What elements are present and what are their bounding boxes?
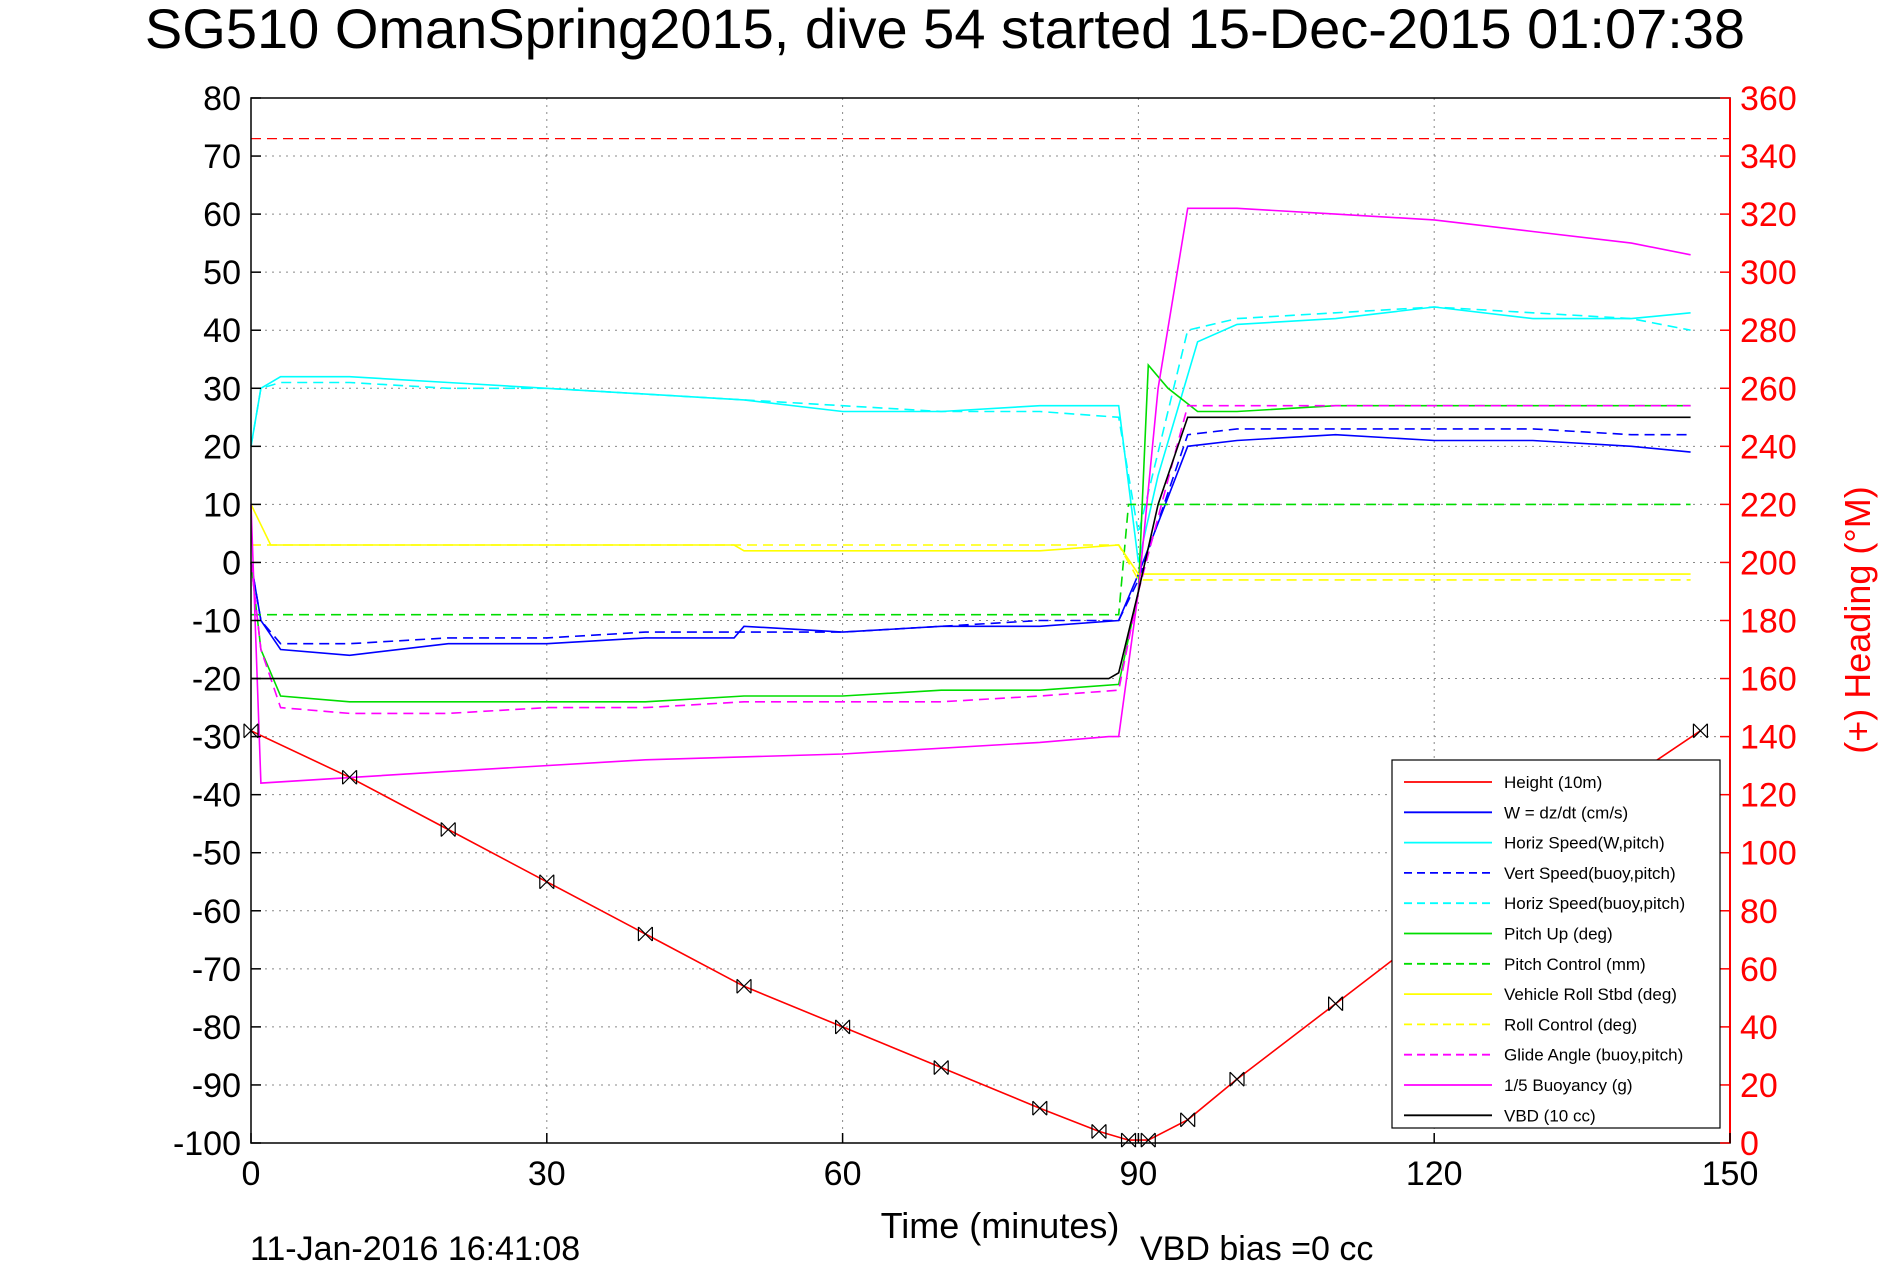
legend-label: Pitch Up (deg) <box>1504 925 1613 944</box>
height-marker <box>539 874 555 890</box>
y-tick-label: -40 <box>192 777 241 815</box>
y-right-tick-label: 360 <box>1740 80 1797 118</box>
series-line-9 <box>250 404 1691 715</box>
legend-label: Pitch Control (mm) <box>1504 955 1646 974</box>
y-right-tick-label: 180 <box>1740 603 1797 641</box>
legend-label: VBD (10 cc) <box>1504 1106 1596 1125</box>
y-tick-label: -20 <box>192 661 241 699</box>
y-tick-label: -50 <box>192 835 241 873</box>
y-tick-label: 30 <box>203 370 241 408</box>
legend-label: 1/5 Buoyancy (g) <box>1504 1076 1633 1095</box>
y-right-tick-label: 80 <box>1740 893 1778 931</box>
legend-label: Roll Control (deg) <box>1504 1015 1637 1034</box>
x-tick-label: 60 <box>824 1155 862 1193</box>
y-tick-label: 0 <box>222 544 241 582</box>
y-tick-label: -100 <box>173 1125 241 1163</box>
y-tick-label: -60 <box>192 893 241 931</box>
y-right-tick-label: 200 <box>1740 544 1797 582</box>
x-axis-label: Time (minutes) <box>881 1205 1120 1246</box>
series-line-11 <box>251 416 1691 680</box>
y-right-tick-label: 40 <box>1740 1009 1778 1047</box>
y-right-axis-ticks: 3603403203002802602402202001801601401201… <box>1720 80 1797 1163</box>
y-tick-label: 20 <box>203 428 241 466</box>
legend-box <box>1391 759 1721 1129</box>
height-marker <box>342 769 358 785</box>
y-right-tick-label: 100 <box>1740 835 1797 873</box>
y-right-tick-label: 320 <box>1740 196 1797 234</box>
y-tick-label: -30 <box>192 719 241 757</box>
x-tick-label: 90 <box>1119 1155 1157 1193</box>
height-marker <box>637 926 653 942</box>
series-line-2 <box>250 306 1691 563</box>
series-line-10 <box>250 207 1691 784</box>
legend: Height (10m) W = dz/dt (cm/s) Horiz Speed(… <box>1391 759 1721 1129</box>
y-right-tick-label: 140 <box>1740 719 1797 757</box>
series-line-1 <box>250 433 1691 657</box>
y-right-axis-label: (+) Heading (°M) <box>1837 486 1878 753</box>
height-marker <box>1120 1132 1137 1148</box>
y-right-tick-label: 0 <box>1740 1125 1759 1163</box>
y-axis-ticks: 80 70 60 50 40 30 20 10 0 -10 -20 -30 -40 -50 -60 -70 -8… <box>173 80 261 1163</box>
height-marker <box>1140 1132 1156 1148</box>
legend-label: W = dz/dt (cm/s) <box>1504 803 1628 822</box>
y-right-tick-label: 60 <box>1740 951 1778 989</box>
y-tick-label: 60 <box>203 196 241 234</box>
y-right-tick-label: 20 <box>1740 1067 1778 1105</box>
x-tick-label: 30 <box>528 1155 566 1193</box>
y-tick-label: -70 <box>192 951 241 989</box>
height-marker <box>1328 996 1344 1012</box>
legend-label: Horiz Speed(buoy,pitch) <box>1504 894 1685 913</box>
x-tick-label: 120 <box>1406 1155 1463 1193</box>
x-tick-label: 0 <box>242 1155 261 1193</box>
y-right-tick-label: 240 <box>1740 428 1797 466</box>
height-marker <box>440 822 456 837</box>
y-right-tick-label: 340 <box>1740 138 1797 176</box>
legend-label: Vert Speed(buoy,pitch) <box>1504 864 1676 883</box>
y-right-tick-label: 120 <box>1740 777 1797 815</box>
height-marker <box>1032 1100 1048 1116</box>
legend-label: Glide Angle (buoy,pitch) <box>1504 1046 1683 1065</box>
footer-date: 11-Jan-2016 16:41:08 <box>250 1230 580 1262</box>
series-line-5 <box>250 363 1691 703</box>
series-line-3 <box>250 428 1691 645</box>
height-marker <box>835 1019 851 1035</box>
y-tick-label: -90 <box>192 1067 241 1105</box>
x-tick-label: 150 <box>1702 1155 1759 1193</box>
y-right-tick-label: 280 <box>1740 312 1797 350</box>
y-right-tick-label: 160 <box>1740 661 1797 699</box>
y-tick-label: 10 <box>203 486 241 524</box>
y-tick-label: 50 <box>203 254 241 292</box>
y-tick-label: 70 <box>203 138 241 176</box>
height-marker <box>933 1060 949 1075</box>
y-right-tick-label: 260 <box>1740 370 1797 408</box>
y-tick-label: -10 <box>192 603 241 641</box>
legend-label: Horiz Speed(W,pitch) <box>1504 834 1665 853</box>
y-right-tick-label: 300 <box>1740 254 1797 292</box>
x-axis-ticks: 0 30 60 90 120 150 <box>242 1133 1759 1193</box>
chart-title: SG510 OmanSpring2015, dive 54 started 15… <box>145 0 1745 60</box>
series-line-6 <box>251 503 1691 616</box>
height-marker <box>1692 723 1709 739</box>
y-tick-label: 40 <box>203 312 241 350</box>
height-marker <box>1229 1071 1245 1087</box>
height-marker <box>736 978 752 994</box>
series-line-8 <box>251 544 1691 581</box>
legend-label: Vehicle Roll Stbd (deg) <box>1504 985 1677 1004</box>
height-marker <box>1091 1123 1107 1139</box>
height-marker <box>1180 1112 1196 1128</box>
y-right-tick-label: 220 <box>1740 486 1797 524</box>
y-tick-label: -80 <box>192 1009 241 1047</box>
legend-label: Height (10m) <box>1504 773 1602 792</box>
series-line-7 <box>250 504 1691 575</box>
series-line-4 <box>250 306 1691 534</box>
y-tick-label: 80 <box>203 80 241 118</box>
footer-vbd-bias: VBD bias =0 cc <box>1140 1230 1373 1262</box>
